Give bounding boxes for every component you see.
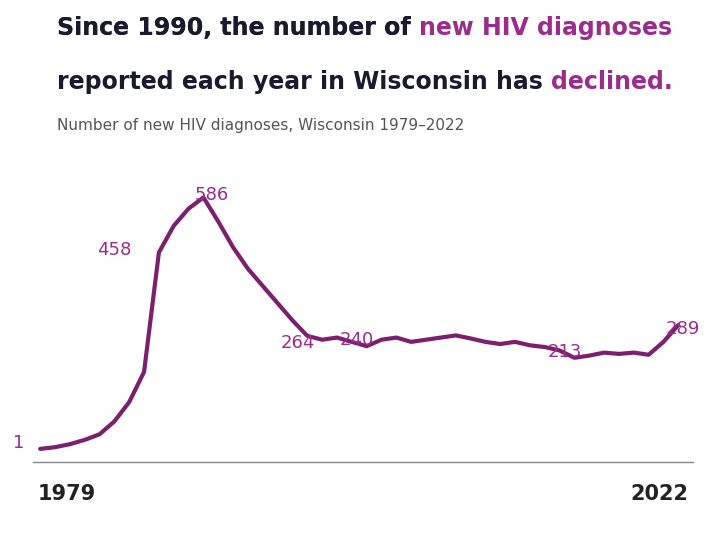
Text: Since 1990, the number of: Since 1990, the number of bbox=[57, 16, 419, 40]
Text: 586: 586 bbox=[194, 186, 229, 203]
Text: 458: 458 bbox=[98, 240, 131, 259]
Text: 213: 213 bbox=[547, 343, 581, 361]
Text: 289: 289 bbox=[666, 321, 701, 338]
Text: declined.: declined. bbox=[551, 70, 673, 94]
Text: Number of new HIV diagnoses, Wisconsin 1979–2022: Number of new HIV diagnoses, Wisconsin 1… bbox=[57, 118, 465, 133]
Text: reported each year in Wisconsin has: reported each year in Wisconsin has bbox=[57, 70, 551, 94]
Text: 1979: 1979 bbox=[37, 484, 95, 504]
Text: 1: 1 bbox=[13, 434, 24, 452]
Text: 2022: 2022 bbox=[631, 484, 689, 504]
Text: Since 1990, the number of: Since 1990, the number of bbox=[57, 16, 419, 40]
Text: new HIV diagnoses: new HIV diagnoses bbox=[419, 16, 673, 40]
Text: 264: 264 bbox=[280, 334, 315, 352]
Text: 240: 240 bbox=[340, 331, 374, 350]
